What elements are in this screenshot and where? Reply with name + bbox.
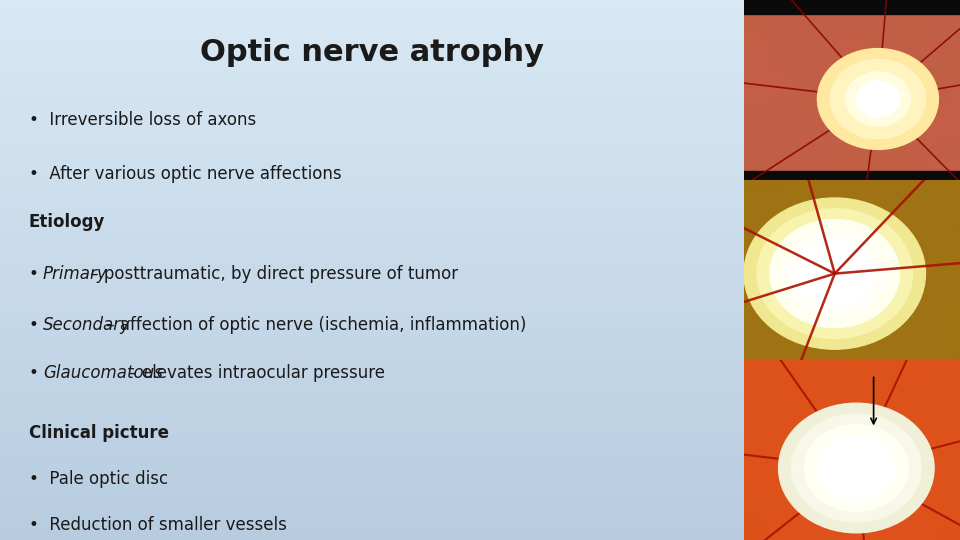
Text: •: • — [29, 316, 44, 334]
Text: •  Reduction of smaller vessels: • Reduction of smaller vessels — [29, 516, 287, 534]
Circle shape — [817, 49, 938, 150]
Circle shape — [856, 81, 900, 117]
Text: – elevates intraocular pressure: – elevates intraocular pressure — [123, 364, 385, 382]
Text: – posttraumatic, by direct pressure of tumor: – posttraumatic, by direct pressure of t… — [84, 265, 458, 282]
Text: Secondary: Secondary — [43, 316, 131, 334]
Text: Primary: Primary — [43, 265, 108, 282]
Text: – affection of optic nerve (ischemia, inflammation): – affection of optic nerve (ischemia, in… — [101, 316, 526, 334]
Text: •  After various optic nerve affections: • After various optic nerve affections — [29, 165, 342, 183]
Text: Optic nerve atrophy: Optic nerve atrophy — [200, 38, 544, 67]
Text: •: • — [29, 364, 44, 382]
Circle shape — [796, 241, 874, 306]
Circle shape — [846, 72, 910, 126]
Circle shape — [792, 414, 922, 522]
Text: Glaucomatous: Glaucomatous — [43, 364, 162, 382]
Text: •: • — [29, 265, 44, 282]
Text: •  Pale optic disc: • Pale optic disc — [29, 470, 168, 488]
Circle shape — [756, 209, 912, 339]
Circle shape — [804, 425, 908, 511]
Circle shape — [744, 198, 925, 349]
Text: Etiology: Etiology — [29, 213, 106, 231]
Circle shape — [783, 231, 887, 317]
Circle shape — [830, 59, 925, 139]
Text: •  Irreversible loss of axons: • Irreversible loss of axons — [29, 111, 256, 129]
Circle shape — [818, 436, 895, 501]
Circle shape — [779, 403, 934, 533]
Text: Clinical picture: Clinical picture — [29, 424, 169, 442]
Circle shape — [770, 220, 900, 328]
